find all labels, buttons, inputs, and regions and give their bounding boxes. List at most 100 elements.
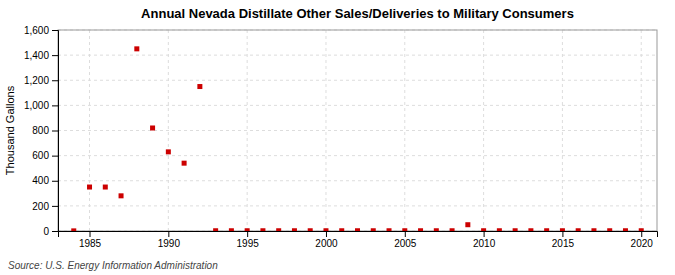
tick-label: 2005	[394, 238, 417, 249]
point	[260, 228, 265, 231]
point	[276, 228, 281, 231]
tick-mark	[52, 80, 58, 81]
tick-label: 1990	[158, 238, 181, 249]
tick: 2000	[315, 231, 338, 249]
grid-line	[58, 180, 657, 181]
tick-mark	[326, 231, 327, 237]
axis-line	[52, 31, 59, 232]
point	[166, 149, 171, 154]
tick-mark	[52, 105, 58, 106]
tick-label: 800	[32, 125, 49, 136]
tick-mark	[52, 181, 58, 182]
grid-line	[58, 80, 657, 81]
plot: 1985 1990 1995 2000 2005 2010 2015 2020 0 200 400 6…	[24, 25, 658, 249]
grid-line	[58, 155, 657, 156]
point	[591, 228, 596, 231]
point	[355, 228, 360, 231]
tick-mark	[52, 231, 58, 232]
grid-line	[58, 205, 657, 206]
points	[71, 46, 643, 231]
tick-mark	[562, 231, 563, 237]
point	[134, 46, 139, 51]
tick: 1,000	[24, 100, 58, 111]
tick: 2010	[473, 231, 496, 249]
tick: 0	[43, 226, 58, 237]
point	[639, 228, 644, 231]
tick-mark	[52, 156, 58, 157]
point	[213, 228, 218, 231]
tick-mark	[484, 231, 485, 237]
point	[450, 228, 455, 231]
tick-label: 2000	[315, 238, 338, 249]
tick-label: 1,200	[24, 75, 49, 86]
tick: 200	[32, 201, 58, 212]
point	[229, 228, 234, 231]
point	[607, 228, 612, 231]
point	[150, 125, 155, 130]
tick: 1990	[158, 231, 181, 249]
point	[387, 228, 392, 231]
point	[623, 228, 628, 231]
point	[560, 228, 565, 231]
grid-line	[325, 30, 326, 231]
point	[292, 228, 297, 231]
tick-label: 1995	[237, 238, 260, 249]
point	[197, 84, 202, 89]
point	[182, 161, 187, 166]
point	[323, 228, 328, 231]
chart: 1985 1990 1995 2000 2005 2010 2015 2020 0 200 400 6…	[0, 0, 675, 275]
point	[308, 228, 313, 231]
grid-line	[58, 55, 657, 56]
x-axis: 1985 1990 1995 2000 2005 2010 2015 2020	[59, 231, 658, 249]
point	[103, 185, 108, 190]
point	[544, 228, 549, 231]
tick: 2015	[552, 231, 575, 249]
point	[465, 222, 470, 227]
tick-mark	[52, 206, 58, 207]
point	[402, 228, 407, 231]
tick-label: 1,400	[24, 50, 49, 61]
tick: 1,400	[24, 50, 58, 61]
point	[71, 228, 76, 231]
axis-line	[59, 232, 658, 238]
tick-label: 0	[43, 226, 49, 237]
tick-label: 600	[32, 150, 49, 161]
point	[119, 193, 124, 198]
tick-label: 2010	[473, 238, 496, 249]
point	[418, 228, 423, 231]
grid-line	[483, 30, 484, 231]
point	[371, 228, 376, 231]
plot-frame	[58, 30, 657, 231]
tick-label: 400	[32, 175, 49, 186]
point	[513, 228, 518, 231]
grid	[58, 30, 657, 231]
grid-line	[404, 30, 405, 231]
tick-label: 1985	[79, 238, 102, 249]
point	[434, 228, 439, 231]
point	[87, 185, 92, 190]
point	[245, 228, 250, 231]
point	[481, 228, 486, 231]
point	[528, 228, 533, 231]
tick: 1995	[237, 231, 260, 249]
y-axis-label: Thousand Gallons	[4, 85, 16, 175]
point	[576, 228, 581, 231]
title: Annual Nevada Distillate Other Sales/Del…	[141, 6, 574, 21]
tick-label: 200	[32, 201, 49, 212]
tick: 600	[32, 150, 58, 161]
tick-label: 2015	[552, 238, 575, 249]
tick-label: 2020	[631, 238, 654, 249]
tick-label: 1,600	[24, 25, 49, 36]
tick: 1,200	[24, 75, 58, 86]
tick-mark	[52, 30, 58, 31]
annotation: Source: U.S. Energy Information Administ…	[8, 260, 218, 271]
tick: 1985	[79, 231, 102, 249]
tick-mark	[90, 231, 91, 237]
tick: 2005	[394, 231, 417, 249]
tick: 800	[32, 125, 58, 136]
grid-line	[58, 105, 657, 106]
point	[339, 228, 344, 231]
tick-mark	[52, 55, 58, 56]
tick-mark	[52, 131, 58, 132]
y-axis: 0 200 400 600 800 1,000 1,200 1,400 1,600	[24, 25, 59, 237]
